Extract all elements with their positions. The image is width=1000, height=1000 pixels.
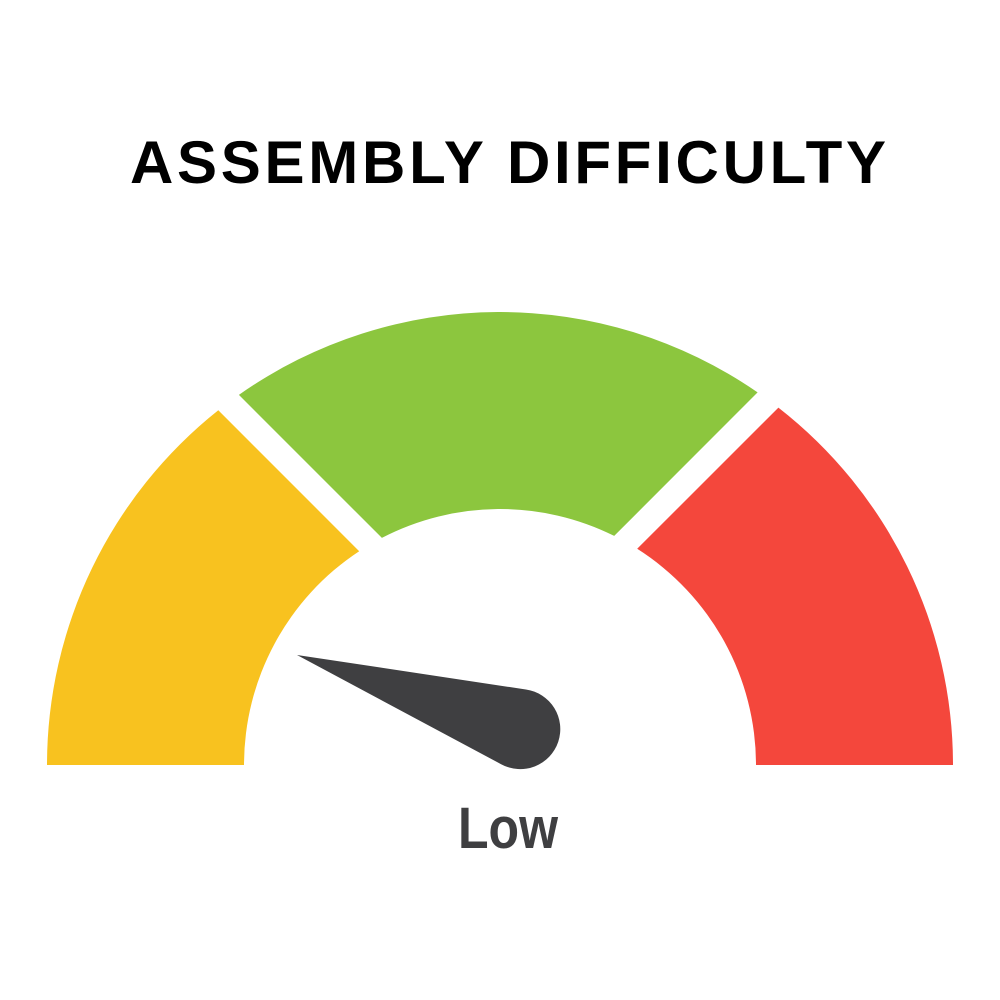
gauge-needle: [297, 655, 561, 770]
gauge-segment-medium: [238, 312, 758, 538]
gauge-value-label: Low: [458, 796, 559, 861]
chart-title: ASSEMBLY DIFFICULTY: [130, 129, 886, 196]
gauge-segment-low: [47, 410, 360, 765]
gauge-segment-high: [637, 407, 953, 765]
